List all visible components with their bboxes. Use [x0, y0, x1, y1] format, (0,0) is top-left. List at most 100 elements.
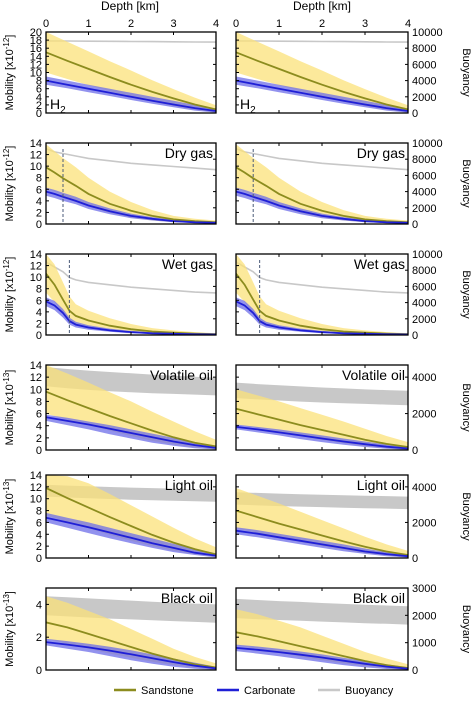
left-y-tick-label: 2: [36, 100, 42, 112]
left-y-tick-label: 10: [30, 494, 42, 506]
fluid-label: Wet gas: [354, 256, 405, 272]
left-y-tick-label: 0: [36, 445, 42, 457]
x-tick-label: 2: [319, 18, 325, 30]
sandstone-band: [236, 254, 408, 335]
panel-wet-gas-right: 0 2000 4000 6000 8000 10000 Wet gas: [235, 249, 443, 342]
carbonate-line: [236, 426, 408, 450]
right-y-tick-label: 0: [412, 108, 418, 120]
panel-black-oil-right: 0 1000 2000 3000 Black oil: [235, 583, 436, 677]
carbonate-line: [46, 641, 216, 670]
sandstone-band: [46, 32, 216, 113]
right-y-tick-label: 2000: [412, 92, 436, 104]
sandstone-line: [46, 51, 216, 111]
x-tick-label: 4: [405, 18, 411, 30]
left-y-tick-label: 4: [36, 529, 42, 541]
right-y-tick-label: 10000: [412, 249, 443, 261]
left-y-tick-label: 14: [30, 138, 42, 150]
fluid-label: Dry gas: [357, 145, 405, 161]
left-y-tick-label: 14: [30, 360, 42, 372]
sandstone-line: [236, 509, 408, 556]
left-y-tick-label: 10: [30, 384, 42, 396]
right-y-tick-label: 2000: [412, 409, 436, 421]
buoyancy-line: [46, 40, 216, 43]
left-y-tick-label: 6: [36, 184, 42, 196]
plot-area: [236, 382, 408, 450]
sandstone-line: [236, 407, 408, 448]
legend-label-sandstone: Sandstone: [141, 685, 194, 697]
left-y-axis-label: Mobility [x10-12]: [2, 35, 16, 111]
x-axis-label-right: Depth [km]: [293, 0, 351, 13]
left-y-tick-label: 4: [36, 196, 42, 208]
left-y-axis-label-close: ]: [4, 146, 16, 149]
legend: Sandstone Carbonate Buoyancy: [114, 685, 394, 697]
sandstone-line: [46, 487, 216, 556]
left-y-tick-label: 2: [36, 207, 42, 219]
plot-area: [236, 598, 408, 670]
sandstone-band: [46, 475, 216, 557]
left-y-tick-label: 10: [30, 68, 42, 80]
right-y-tick-label: 0: [412, 219, 418, 231]
left-y-tick-label: 14: [30, 51, 42, 63]
right-y-tick-label: 0: [412, 330, 418, 342]
left-y-tick-label: 6: [36, 517, 42, 529]
carbonate-band: [236, 76, 408, 113]
carbonate-line: [236, 300, 408, 335]
left-y-axis-label-close: ]: [4, 370, 16, 373]
left-y-tick-label: 4: [36, 599, 42, 611]
left-y-axis-label-exponent: -12: [2, 37, 11, 49]
plot-area: [46, 596, 216, 670]
sandstone-line: [46, 166, 216, 224]
right-y-tick-label: 2000: [412, 517, 436, 529]
right-y-tick-label: 3000: [412, 583, 436, 595]
fluid-label: Black oil: [161, 590, 213, 606]
panel-light-oil-right: 0 2000 4000 Light oil: [235, 474, 436, 565]
right-y-tick-label: 8000: [412, 154, 436, 166]
carbonate-line: [46, 79, 216, 112]
carbonate-line: [46, 300, 216, 335]
left-y-axis-label-exponent: -12: [2, 259, 11, 271]
carbonate-line: [236, 79, 408, 112]
buoyancy-line: [46, 147, 216, 171]
left-y-tick-label: 18: [30, 35, 42, 47]
right-y-axis-label: Buoyancy: [460, 383, 472, 432]
carbonate-band: [236, 297, 408, 335]
panel-dry-gas-right: 0 2000 4000 6000 8000 10000 Dry gas: [235, 138, 443, 231]
left-y-tick-label: 0: [36, 665, 42, 677]
x-tick-label: 1: [85, 18, 91, 30]
left-y-tick-label: 10: [30, 161, 42, 173]
left-y-axis-label: Mobility [x10-12]: [2, 146, 16, 222]
x-tick-label: 0: [43, 18, 49, 30]
left-y-axis-label-close: ]: [4, 591, 16, 594]
left-y-tick-label: 0: [36, 108, 42, 120]
left-y-tick-label: 8: [36, 506, 42, 518]
plot-area: [46, 365, 216, 450]
sandstone-band: [236, 389, 408, 450]
left-y-axis-label-exponent: -12: [2, 148, 11, 160]
buoyancy-line: [236, 40, 408, 43]
left-y-tick-label: 0: [36, 219, 42, 231]
left-y-tick-label: 12: [30, 261, 42, 273]
left-y-axis-label-exponent: -13: [2, 594, 11, 606]
x-tick-label: 2: [128, 18, 134, 30]
right-y-tick-label: 2000: [412, 203, 436, 215]
plot-area: [236, 488, 408, 558]
carbonate-line: [236, 647, 408, 670]
left-y-axis-label: Mobility [x10-12]: [2, 257, 16, 333]
left-y-axis-label: Mobility [x10-13]: [2, 591, 16, 667]
carbonate-line: [236, 529, 408, 558]
plot-area: [46, 144, 216, 224]
right-y-tick-label: 4000: [412, 372, 436, 384]
carbonate-line: [46, 516, 216, 557]
left-y-axis-label-close: ]: [4, 35, 16, 38]
left-y-tick-label: 0: [36, 553, 42, 565]
right-y-tick-label: 6000: [412, 281, 436, 293]
panel-volatile-oil-right: 0 2000 4000 Volatile oil: [235, 364, 436, 457]
carbonate-band: [46, 76, 216, 113]
left-y-tick-label: 4: [36, 421, 42, 433]
sandstone-band: [236, 609, 408, 670]
left-y-tick-label: 6: [36, 84, 42, 96]
left-y-tick-label: 2: [36, 632, 42, 644]
